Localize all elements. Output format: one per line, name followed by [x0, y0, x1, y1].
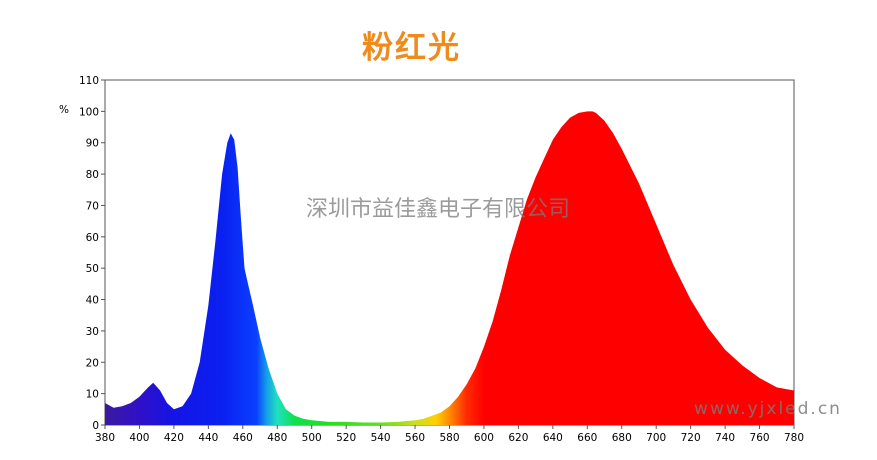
x-tick-label: 780 [784, 432, 804, 444]
y-tick-label: 30 [86, 326, 99, 338]
x-axis-ticks: 380 400 420 440 460 480 500 520 540 560 580 600 620 6… [95, 425, 804, 444]
y-tick-label: 100 [79, 106, 99, 118]
watermark-url: www.yjxled.cn [694, 399, 842, 419]
x-tick-label: 760 [750, 432, 770, 444]
y-tick-label: 50 [86, 263, 99, 275]
x-tick-label: 460 [233, 432, 253, 444]
x-tick-label: 560 [405, 432, 425, 444]
x-tick-label: 660 [577, 432, 597, 444]
x-tick-label: 480 [267, 432, 287, 444]
x-tick-label: 420 [164, 432, 184, 444]
x-tick-label: 580 [439, 432, 459, 444]
x-tick-label: 380 [95, 432, 115, 444]
x-tick-label: 680 [612, 432, 632, 444]
y-axis-unit: % [59, 104, 69, 116]
chart-title: 粉红光 [362, 30, 461, 66]
y-axis-ticks: 0 10 20 30 40 50 60 70 80 90 100 110 [79, 75, 105, 432]
y-tick-label: 40 [86, 295, 99, 307]
y-tick-label: 10 [86, 389, 99, 401]
spectrum-area [105, 111, 794, 426]
x-tick-label: 520 [336, 432, 356, 444]
x-tick-label: 540 [371, 432, 391, 444]
y-tick-label: 20 [86, 357, 99, 369]
y-tick-label: 90 [86, 138, 99, 150]
y-tick-label: 0 [92, 420, 99, 432]
x-tick-label: 400 [129, 432, 149, 444]
x-tick-label: 720 [681, 432, 701, 444]
y-tick-label: 70 [86, 200, 99, 212]
y-tick-label: 60 [86, 232, 99, 244]
y-tick-label: 80 [86, 169, 99, 181]
y-tick-label: 110 [79, 75, 99, 87]
x-tick-label: 700 [646, 432, 666, 444]
x-tick-label: 740 [715, 432, 735, 444]
watermark-company: 深圳市益佳鑫电子有限公司 [306, 197, 570, 222]
x-tick-label: 600 [474, 432, 494, 444]
x-tick-label: 440 [198, 432, 218, 444]
x-tick-label: 500 [302, 432, 322, 444]
x-tick-label: 620 [508, 432, 528, 444]
x-tick-label: 640 [543, 432, 563, 444]
